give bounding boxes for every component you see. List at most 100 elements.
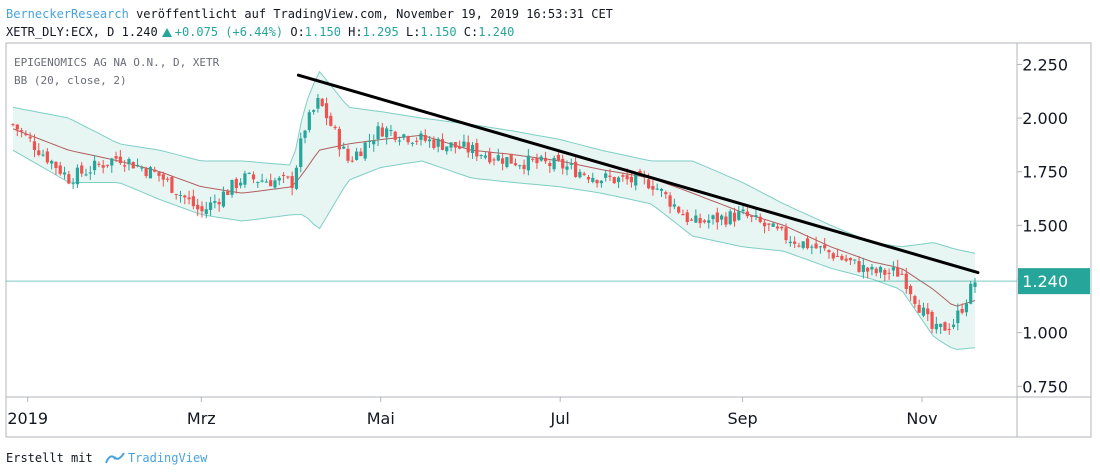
candle [818, 245, 822, 254]
candle-body [243, 173, 247, 185]
candle-body [578, 171, 582, 178]
candle [41, 149, 45, 157]
candle-body [24, 134, 28, 136]
candle [483, 151, 488, 160]
candle-body [196, 204, 200, 210]
candle-body [771, 223, 775, 227]
candle [196, 198, 200, 217]
candle [92, 155, 97, 175]
candle-body [720, 215, 724, 220]
x-tick-label: Nov [906, 409, 937, 428]
candle [183, 194, 187, 205]
candle [97, 161, 101, 168]
candle [917, 299, 921, 313]
candle-body [260, 180, 264, 182]
candle-body [625, 175, 629, 180]
candle [844, 254, 848, 263]
candle [857, 255, 861, 273]
candle-body [513, 163, 518, 166]
candle [389, 124, 393, 137]
basis-line [12, 128, 976, 307]
candle-body [715, 212, 719, 223]
candle-body [75, 167, 80, 185]
candle [775, 222, 780, 231]
candle-body [900, 273, 904, 275]
candle-body [256, 182, 260, 184]
candle-body [848, 257, 853, 261]
candle-body [337, 129, 341, 150]
candle [462, 134, 466, 149]
candle-body [891, 267, 896, 271]
candle [513, 158, 518, 167]
candle-body [784, 227, 788, 241]
candle [951, 319, 956, 330]
candle [15, 124, 19, 137]
candle-body [509, 153, 513, 164]
candle-body [226, 191, 230, 195]
candle [294, 165, 299, 191]
candle [488, 147, 492, 165]
candle-body [217, 201, 221, 205]
candle [350, 156, 354, 163]
candle-body [80, 165, 84, 174]
candle-body [737, 211, 741, 220]
candle [256, 181, 260, 188]
candle-body [299, 138, 303, 167]
candle-body [629, 176, 634, 183]
candle [50, 159, 54, 170]
candle [144, 166, 148, 179]
close-value: 1.240 [478, 25, 515, 39]
candle-body [15, 124, 19, 130]
y-tick-label: 2.000 [1022, 109, 1068, 128]
candle-body [479, 154, 483, 156]
candle-body [604, 173, 608, 178]
candle-body [947, 328, 951, 330]
candle [883, 267, 887, 282]
candle-body [123, 165, 127, 167]
candle [518, 164, 522, 170]
candle-body [58, 165, 62, 174]
candle [681, 209, 685, 216]
candle [226, 189, 230, 196]
candle [466, 135, 470, 158]
candle-body [200, 206, 204, 212]
candle [277, 176, 281, 186]
candle-body [385, 128, 389, 138]
candle-body [518, 165, 522, 167]
candle-body [762, 222, 767, 227]
candle [956, 303, 960, 331]
trendline [296, 73, 980, 275]
candle-body [376, 126, 380, 140]
candle [651, 179, 655, 196]
candle-body [415, 140, 419, 142]
candle [698, 213, 702, 228]
candle [470, 142, 475, 159]
candle [878, 265, 883, 279]
candle [427, 135, 432, 148]
candle-body [71, 183, 75, 185]
candle-body [380, 127, 384, 137]
candle-body [608, 175, 612, 177]
tradingview-link[interactable]: TradingView [127, 451, 208, 465]
candle [307, 109, 311, 133]
candle [861, 257, 865, 279]
candle [930, 310, 934, 334]
candle [32, 134, 37, 158]
candle [71, 178, 75, 189]
candle-body [251, 174, 256, 180]
candle [561, 154, 565, 175]
candle-body [969, 283, 973, 304]
candle [496, 148, 500, 162]
candle [367, 133, 372, 148]
candle-body [655, 188, 659, 190]
candle-body [689, 219, 694, 221]
candle-body [342, 146, 346, 149]
candle-body [157, 172, 161, 176]
candle [823, 237, 827, 251]
author-link[interactable]: BerneckerResearch [6, 7, 129, 21]
candle-body [616, 177, 621, 183]
candle [161, 171, 165, 187]
candle-body [741, 209, 745, 212]
candle [170, 176, 174, 194]
